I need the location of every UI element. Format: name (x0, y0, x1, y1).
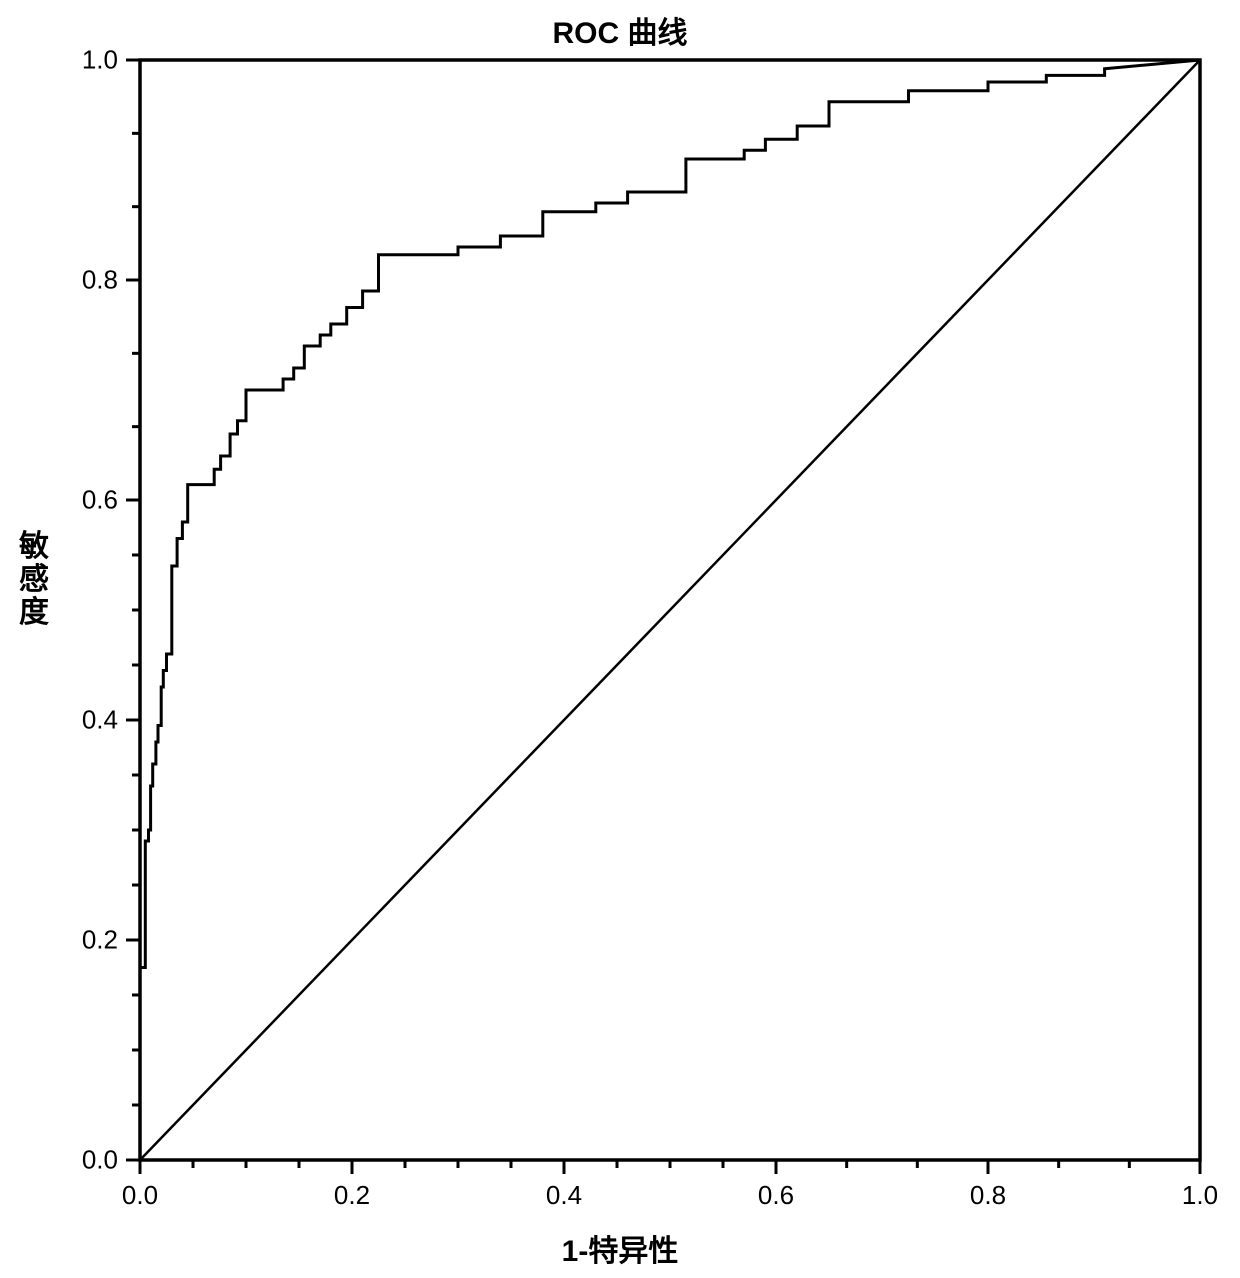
y-tick-label: 0.6 (70, 485, 118, 516)
y-tick-label: 1.0 (70, 45, 118, 76)
y-tick-label: 0.0 (70, 1145, 118, 1176)
chart-container: ROC 曲线 敏 感 度 1-特异性 0.00.20.40.60.81.00.0… (0, 0, 1240, 1278)
x-tick-label: 0.2 (334, 1180, 370, 1211)
x-tick-label: 0.6 (758, 1180, 794, 1211)
x-tick-label: 1.0 (1182, 1180, 1218, 1211)
y-tick-label: 0.2 (70, 925, 118, 956)
x-tick-label: 0.0 (122, 1180, 158, 1211)
y-tick-label: 0.8 (70, 265, 118, 296)
y-tick-label: 0.4 (70, 705, 118, 736)
x-tick-label: 0.8 (970, 1180, 1006, 1211)
x-tick-label: 0.4 (546, 1180, 582, 1211)
chart-svg (0, 0, 1240, 1278)
